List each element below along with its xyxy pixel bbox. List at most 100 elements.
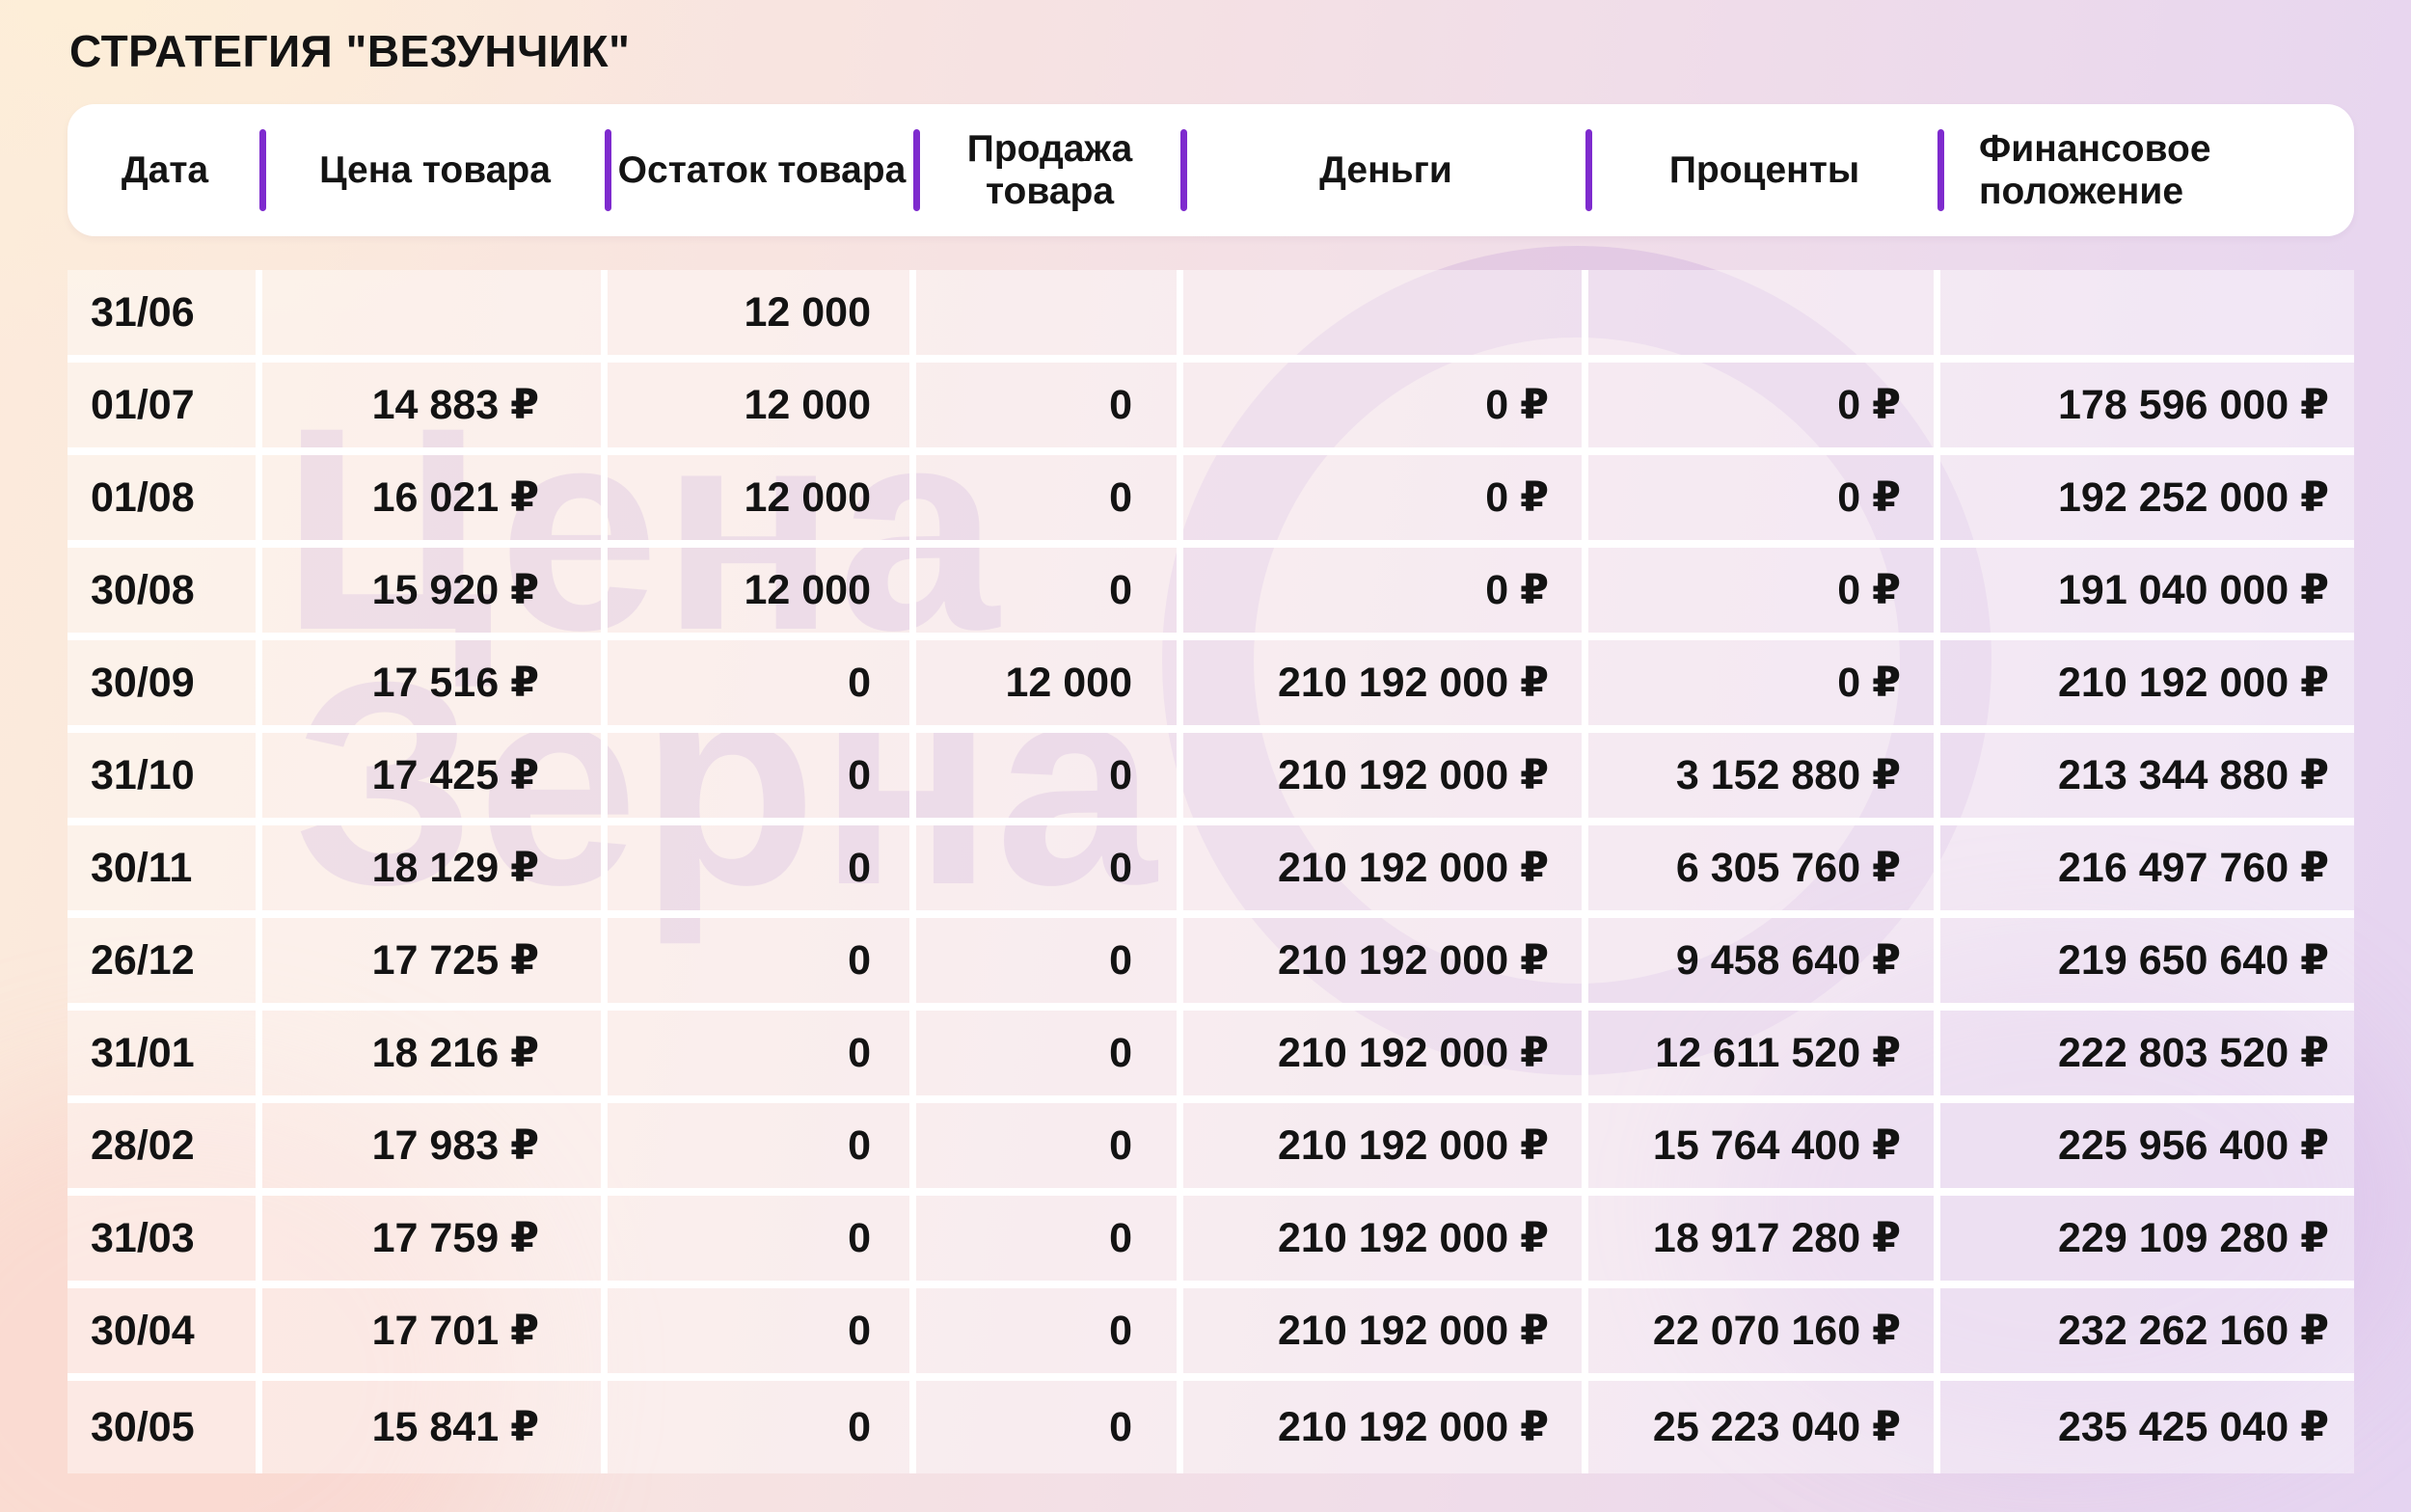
cell-stock: 12 000 bbox=[608, 455, 916, 548]
cell-stock: 0 bbox=[608, 918, 916, 1011]
header-divider bbox=[259, 129, 266, 211]
table-body: 31/06 12 000 01/07 14 883 ₽12 000 0 0 ₽0 ₽178… bbox=[68, 270, 2354, 1473]
cell-money: 210 192 000 ₽ bbox=[1183, 918, 1588, 1011]
cell-money: 0 ₽ bbox=[1183, 548, 1588, 640]
cell-position: 235 425 040 ₽ bbox=[2058, 1404, 2329, 1450]
cell-date: 28/02 bbox=[68, 1103, 262, 1196]
cell-date: 31/10 bbox=[68, 733, 262, 825]
cell-position: 191 040 000 ₽ bbox=[1940, 548, 2354, 640]
header-cell-position: Финансовое положение bbox=[1979, 127, 2211, 212]
header-divider bbox=[913, 129, 920, 211]
cell-money: 210 192 000 ₽ bbox=[1183, 640, 1588, 733]
cell-position: 232 262 160 ₽ bbox=[1940, 1288, 2354, 1381]
cell-position bbox=[1940, 270, 2354, 363]
cell-stock: 12 000 bbox=[608, 363, 916, 455]
cell-position: 219 650 640 ₽ bbox=[1940, 918, 2354, 1011]
cell-stock: 0 bbox=[608, 1196, 916, 1288]
cell-date: 31/01 bbox=[68, 1011, 262, 1103]
cell-price: 18 216 ₽ bbox=[262, 1011, 608, 1103]
watermark-line2: Зерна bbox=[294, 621, 1159, 945]
cell-sale: 0 bbox=[916, 1011, 1183, 1103]
cell-money: 210 192 000 ₽ bbox=[1183, 1288, 1588, 1381]
cell-sale: 0 bbox=[916, 1103, 1183, 1196]
cell-date: 30/09 bbox=[68, 640, 262, 733]
cell-sale: 0 bbox=[916, 548, 1183, 640]
cell-money: 210 192 000 ₽ bbox=[1183, 1103, 1588, 1196]
cell-stock: 0 bbox=[608, 1288, 916, 1381]
header-divider bbox=[1180, 129, 1187, 211]
cell-stock: 0 bbox=[608, 1381, 916, 1473]
header-divider bbox=[1585, 129, 1592, 211]
cell-position: 225 956 400 ₽ bbox=[1940, 1103, 2354, 1196]
cell-price: 14 883 ₽ bbox=[262, 363, 608, 455]
cell-sale: 12 000 bbox=[916, 640, 1183, 733]
cell-money: 210 192 000 ₽ bbox=[1183, 825, 1588, 918]
cell-interest: 18 917 280 ₽ bbox=[1588, 1196, 1940, 1288]
header-cell-sale: Продажа товара bbox=[966, 127, 1133, 212]
header-divider bbox=[605, 129, 611, 211]
cell-sale: 0 bbox=[916, 1196, 1183, 1288]
cell-price: 17 759 ₽ bbox=[262, 1196, 608, 1288]
cell-interest: 0 ₽ bbox=[1588, 363, 1940, 455]
cell-money bbox=[1183, 270, 1588, 363]
table-row: 30/09 17 516 ₽0 12 000 210 192 000 ₽0 ₽210 … bbox=[68, 640, 2354, 733]
cell-position: 216 497 760 ₽ bbox=[1940, 825, 2354, 918]
cell-date: 30/05 bbox=[68, 1381, 262, 1473]
cell-stock: 0 bbox=[608, 640, 916, 733]
cell-date: 01/08 bbox=[68, 455, 262, 548]
cell-stock: 0 bbox=[608, 733, 916, 825]
cell-interest: 15 764 400 ₽ bbox=[1588, 1103, 1940, 1196]
cell-price: 17 425 ₽ bbox=[262, 733, 608, 825]
table-row: 30/05 15 841 ₽0 0 210 192 000 ₽25 223 040 ₽… bbox=[68, 1381, 2354, 1473]
table-row: 26/12 17 725 ₽0 0 210 192 000 ₽9 458 640 ₽2… bbox=[68, 918, 2354, 1011]
cell-money: 210 192 000 ₽ bbox=[1183, 1196, 1588, 1288]
cell-sale: 0 bbox=[916, 733, 1183, 825]
cell-stock: 0 bbox=[608, 1011, 916, 1103]
table-row: 28/02 17 983 ₽0 0 210 192 000 ₽15 764 400 ₽… bbox=[68, 1103, 2354, 1196]
table-row: 31/06 12 000 bbox=[68, 270, 2354, 363]
header-cell-money: Деньги bbox=[1319, 148, 1452, 191]
cell-interest bbox=[1588, 270, 1940, 363]
cell-price: 15 920 ₽ bbox=[262, 548, 608, 640]
cell-sale: 0 bbox=[916, 1381, 1183, 1473]
cell-position: 178 596 000 ₽ bbox=[1940, 363, 2354, 455]
table-row: 31/10 17 425 ₽0 0 210 192 000 ₽3 152 880 ₽2… bbox=[68, 733, 2354, 825]
cell-price: 16 021 ₽ bbox=[262, 455, 608, 548]
cell-money: 0 ₽ bbox=[1183, 363, 1588, 455]
cell-stock: 0 bbox=[608, 825, 916, 918]
cell-sale: 0 bbox=[916, 825, 1183, 918]
header-cell-stock: Остаток товара bbox=[617, 148, 907, 191]
cell-price: 17 983 ₽ bbox=[262, 1103, 608, 1196]
cell-position: 229 109 280 ₽ bbox=[1940, 1196, 2354, 1288]
cell-money: 0 ₽ bbox=[1183, 455, 1588, 548]
cell-date: 30/04 bbox=[68, 1288, 262, 1381]
cell-position: 192 252 000 ₽ bbox=[1940, 455, 2354, 548]
table-row: 31/01 18 216 ₽0 0 210 192 000 ₽12 611 520 ₽… bbox=[68, 1011, 2354, 1103]
table-row: 30/04 17 701 ₽0 0 210 192 000 ₽22 070 160 ₽… bbox=[68, 1288, 2354, 1381]
cell-price: 17 725 ₽ bbox=[262, 918, 608, 1011]
cell-date: 30/08 bbox=[68, 548, 262, 640]
cell-interest: 25 223 040 ₽ bbox=[1588, 1381, 1940, 1473]
cell-price: 17 701 ₽ bbox=[262, 1288, 608, 1381]
cell-money: 210 192 000 ₽ bbox=[1183, 1381, 1588, 1473]
cell-sale: 0 bbox=[916, 1288, 1183, 1381]
table-row: 31/03 17 759 ₽0 0 210 192 000 ₽18 917 280 ₽… bbox=[68, 1196, 2354, 1288]
watermark-line1: Цена bbox=[282, 366, 1001, 690]
table-row: 01/07 14 883 ₽12 000 0 0 ₽0 ₽178 596 000 ₽ bbox=[68, 363, 2354, 455]
cell-stock: 12 000 bbox=[608, 270, 916, 363]
table-header: Дата Цена товара Остаток товара Продажа … bbox=[68, 104, 2354, 236]
cell-interest: 6 305 760 ₽ bbox=[1588, 825, 1940, 918]
cell-sale: 0 bbox=[916, 455, 1183, 548]
cell-interest: 0 ₽ bbox=[1588, 640, 1940, 733]
cell-position: 222 803 520 ₽ bbox=[1940, 1011, 2354, 1103]
decor-blob-bottom-right bbox=[1717, 955, 2411, 1456]
cell-interest: 9 458 640 ₽ bbox=[1588, 918, 1940, 1011]
page-title: СТРАТЕГИЯ "ВЕЗУНЧИК" bbox=[69, 26, 631, 76]
cell-interest: 0 ₽ bbox=[1588, 455, 1940, 548]
table-row: 30/11 18 129 ₽0 0 210 192 000 ₽6 305 760 ₽2… bbox=[68, 825, 2354, 918]
cell-sale: 0 bbox=[916, 363, 1183, 455]
cell-money: 210 192 000 ₽ bbox=[1183, 733, 1588, 825]
cell-stock: 12 000 bbox=[608, 548, 916, 640]
cell-date: 01/07 bbox=[68, 363, 262, 455]
